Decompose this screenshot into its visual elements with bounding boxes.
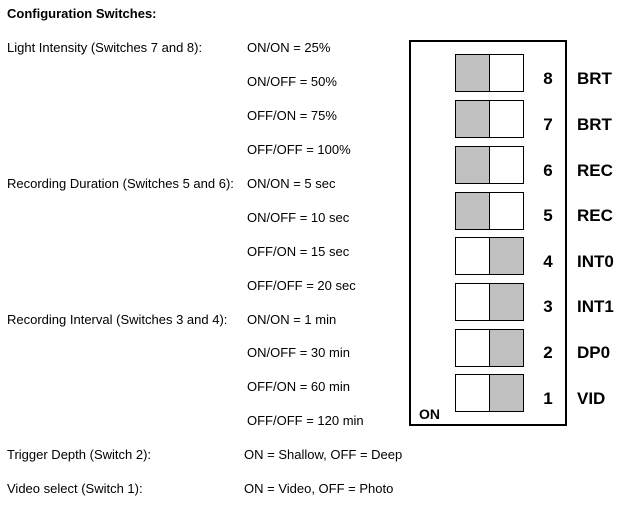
dip-switch-8 [455,54,524,92]
recording-interval-option: ON/ON = 1 min [247,312,337,327]
switch-right-half [490,330,523,366]
switch-right-half [490,284,523,320]
light-intensity-label: Light Intensity (Switches 7 and 8): [7,40,203,55]
switch-left-half [456,238,490,274]
switch-number: 5 [543,206,553,225]
switch-right-half [490,238,523,274]
switch-right-half [490,147,523,183]
switch-left-half [456,193,490,229]
recording-interval-option: ON/OFF = 30 min [247,345,350,360]
recording-interval-option: OFF/ON = 60 min [247,379,350,394]
video-select-option: ON = Video, OFF = Photo [244,481,394,496]
switch-right-half [490,193,523,229]
trigger-depth-label: Trigger Depth (Switch 2): [7,447,152,462]
recording-interval-label: Recording Interval (Switches 3 and 4): [7,312,228,327]
switch-number: 8 [543,69,553,88]
switch-number: 1 [543,389,553,408]
switch-code: DP0 [577,343,611,362]
switch-code: REC [577,161,613,180]
switch-left-half [456,147,490,183]
switch-number: 4 [543,252,553,271]
dip-switch-block [409,40,567,426]
switch-right-half [490,101,523,137]
recording-duration-option: ON/OFF = 10 sec [247,210,350,225]
dip-switch-2 [455,329,524,367]
trigger-depth-option: ON = Shallow, OFF = Deep [244,447,403,462]
switch-code: REC [577,206,613,225]
recording-duration-option: OFF/OFF = 20 sec [247,278,356,293]
recording-duration-label: Recording Duration (Switches 5 and 6): [7,176,234,191]
light-intensity-option: OFF/ON = 75% [247,108,337,123]
recording-duration-option: OFF/ON = 15 sec [247,244,350,259]
switch-code: INT1 [577,297,614,316]
page-title: Configuration Switches: [7,6,157,21]
recording-interval-option: OFF/OFF = 120 min [247,413,364,428]
switch-right-half [490,55,523,91]
switch-left-half [456,55,490,91]
dip-switch-7 [455,100,524,138]
switch-number: 7 [543,115,553,134]
switch-left-half [456,101,490,137]
switch-left-half [456,284,490,320]
switch-number: 6 [543,161,553,180]
video-select-label: Video select (Switch 1): [7,481,143,496]
dip-switch-1 [455,374,524,412]
switch-left-half [456,330,490,366]
on-label: ON [419,406,440,422]
switch-code: INT0 [577,252,614,271]
switch-number: 2 [543,343,553,362]
dip-switch-6 [455,146,524,184]
dip-switch-5 [455,192,524,230]
switch-code: VID [577,389,606,408]
dip-switch-4 [455,237,524,275]
switch-number: 3 [543,297,553,316]
recording-duration-option: ON/ON = 5 sec [247,176,336,191]
switch-right-half [490,375,523,411]
light-intensity-option: OFF/OFF = 100% [247,142,351,157]
switch-code: BRT [577,115,612,134]
dip-switch-3 [455,283,524,321]
switch-code: BRT [577,69,612,88]
light-intensity-option: ON/ON = 25% [247,40,331,55]
light-intensity-option: ON/OFF = 50% [247,74,337,89]
switch-left-half [456,375,490,411]
